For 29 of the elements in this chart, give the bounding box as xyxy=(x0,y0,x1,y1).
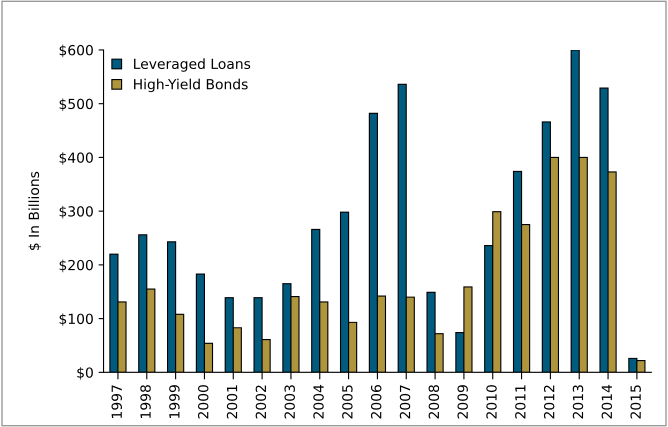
y-axis-title: $ In Billions xyxy=(28,172,41,250)
legend-label: High-Yield Bonds xyxy=(134,78,248,92)
x-tick-label: 2015 xyxy=(630,385,641,418)
y-tick-label: $0 xyxy=(77,367,93,380)
x-tick-label: 2008 xyxy=(428,385,440,418)
x-tick-label: 1998 xyxy=(140,385,151,418)
x-tick-label: 2000 xyxy=(198,385,208,418)
x-tick-label: 2004 xyxy=(313,384,324,418)
x-tick-label: 2009 xyxy=(457,385,468,418)
x-tick-label: 2006 xyxy=(370,385,382,418)
y-tick-label: $300 xyxy=(60,206,93,218)
x-tick-label: 2003 xyxy=(284,385,295,418)
x-tick-label: 2002 xyxy=(256,386,266,418)
y-tick-label: $100 xyxy=(60,313,93,326)
y-tick-label: $600 xyxy=(60,44,93,58)
y-tick-label: $400 xyxy=(60,152,93,165)
y-tick-label: $500 xyxy=(60,98,93,112)
legend-label: Leveraged Loans xyxy=(134,58,250,72)
x-tick-label: 2013 xyxy=(572,385,584,418)
x-tick-label: 1997 xyxy=(111,385,122,418)
x-tick-label: 2011 xyxy=(515,385,526,418)
y-tick-label: $200 xyxy=(60,260,93,272)
x-tick-label: 2014 xyxy=(602,384,612,418)
x-tick-label: 2007 xyxy=(400,385,410,418)
x-tick-label: 2005 xyxy=(342,385,353,418)
x-tick-label: 1999 xyxy=(169,385,180,418)
x-tick-label: 2012 xyxy=(544,386,554,418)
x-tick-label: 2001 xyxy=(226,385,238,418)
x-tick-label: 2010 xyxy=(486,385,497,418)
